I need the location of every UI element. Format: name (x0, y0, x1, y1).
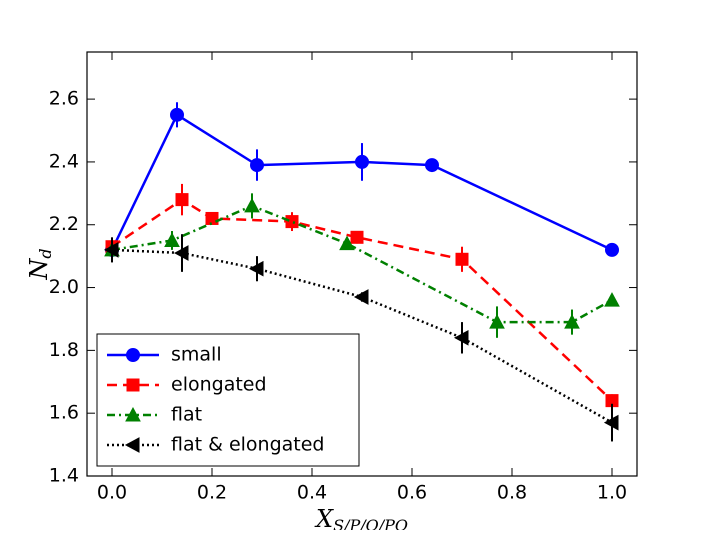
x-tick-label: 0.6 (397, 482, 427, 504)
x-tick-label: 0.8 (497, 482, 527, 504)
marker (355, 154, 369, 169)
marker (603, 414, 619, 431)
marker (164, 232, 180, 247)
y-tick-label: 1.6 (49, 402, 79, 424)
marker (489, 314, 505, 329)
marker (126, 378, 140, 392)
marker (285, 215, 299, 229)
marker (455, 252, 469, 266)
marker (250, 158, 264, 173)
legend-label: flat & elongated (171, 434, 325, 456)
marker (604, 292, 620, 307)
y-axis-label: Nd (25, 248, 55, 280)
series-line (110, 113, 613, 251)
x-axis-label: XS/P/O/PO (314, 505, 408, 531)
y-label-sub: d (36, 248, 55, 258)
marker (173, 245, 189, 261)
marker (125, 406, 141, 422)
x-tick-label: 0.4 (297, 482, 327, 504)
series-line (111, 248, 613, 424)
y-tick-label: 2.4 (49, 150, 79, 172)
x-tick-label: 0.0 (97, 482, 127, 504)
marker (124, 437, 140, 453)
marker (175, 193, 189, 207)
y-label-main: N (25, 258, 53, 281)
x-tick-label: 1.0 (597, 482, 627, 504)
marker (353, 289, 369, 305)
marker (425, 158, 439, 173)
series-line (111, 204, 613, 324)
y-tick-label: 2.2 (49, 213, 79, 235)
marker (453, 329, 469, 346)
x-label-main: X (314, 505, 334, 531)
legend-label: flat (171, 404, 202, 426)
legend-label: small (171, 344, 222, 366)
marker (103, 242, 119, 258)
legend: small elongated flat flat & elongated (96, 333, 360, 467)
y-tick-label: 2.6 (49, 88, 79, 110)
marker (605, 242, 619, 257)
marker (170, 107, 184, 122)
marker (339, 235, 355, 251)
marker (350, 230, 364, 244)
y-tick-label: 1.8 (49, 339, 79, 361)
marker (564, 314, 580, 329)
y-tick-label: 2.0 (49, 276, 79, 298)
marker (244, 197, 260, 213)
marker (248, 260, 264, 277)
x-label-sub: S/P/O/PO (333, 516, 408, 531)
y-tick-label: 1.4 (49, 465, 79, 487)
legend-label: elongated (171, 374, 267, 396)
x-tick-label: 0.2 (197, 482, 227, 504)
plot-frame (86, 51, 638, 477)
marker (126, 348, 140, 362)
